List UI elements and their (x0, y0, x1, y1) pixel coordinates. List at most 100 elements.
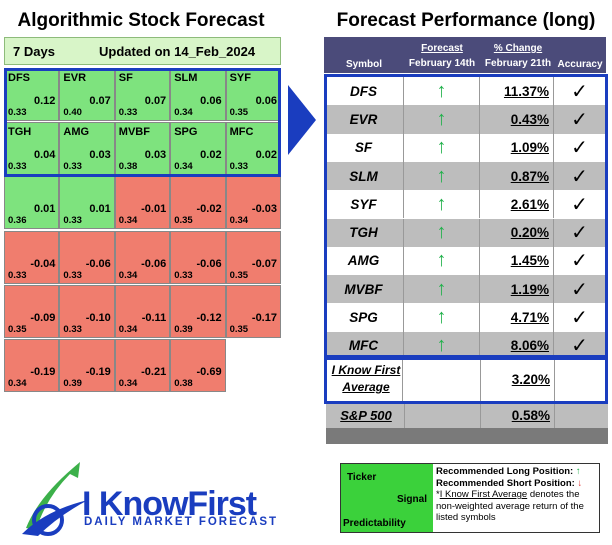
right-arrow-icon (288, 85, 316, 155)
row-change: 0.20% (480, 218, 554, 247)
cell-signal: 0.02 (255, 149, 277, 162)
left-title: Algorithmic Stock Forecast (17, 10, 265, 31)
row-symbol: EVR (324, 105, 404, 134)
row-symbol: SF (324, 133, 404, 162)
up-arrow-icon: ↑ (404, 303, 480, 332)
forecast-cell: -0.04 0.33 (4, 230, 60, 284)
cell-signal: -0.19 (85, 366, 111, 378)
forecast-cell: DFS 0.12 0.33 (4, 68, 60, 121)
legend-short: Recommended Short Position: ↓ (436, 477, 583, 489)
forecast-cell: MFC 0.02 0.33 (225, 122, 281, 176)
row-change: 0.87% (480, 161, 554, 191)
forecast-cell: -0.06 0.33 (170, 230, 226, 284)
cell-symbol: AMG (63, 126, 90, 139)
cell-predictability: 0.34 (118, 323, 138, 335)
average-change: 3.20% (511, 372, 550, 387)
up-arrow-icon: ↑ (404, 275, 480, 304)
forecast-cell: -0.09 0.35 (4, 284, 60, 338)
average-label: I Know First Average (330, 362, 402, 396)
cell-predictability: 0.33 (118, 107, 138, 118)
cell-signal: -0.03 (251, 203, 277, 216)
row-change: 1.19% (480, 275, 554, 304)
cell-signal: -0.01 (141, 203, 167, 216)
logo-tagline: DAILY MARKET FORECAST (84, 516, 279, 528)
performance-row: SPG ↑ 4.71% ✓ (324, 303, 606, 332)
cell-predictability: 0.33 (8, 161, 27, 173)
forecast-cell: -0.19 0.34 (4, 339, 60, 392)
row-symbol: AMG (324, 246, 404, 276)
cell-signal: 0.12 (33, 95, 56, 107)
performance-row: TGH ↑ 0.20% ✓ (324, 218, 606, 247)
cell-signal: 0.01 (33, 203, 56, 216)
legend-cell-key: Ticker Signal Predictability (341, 464, 433, 532)
cell-predictability: 0.34 (118, 269, 138, 281)
row-change: 0.43% (480, 105, 554, 134)
forecast-cell: -0.12 0.39 (170, 284, 226, 338)
up-arrow-icon: ↑ (404, 105, 480, 134)
forecast-cell: -0.07 0.35 (225, 230, 281, 284)
up-arrow-icon: ↑ (404, 218, 480, 247)
row-change: 4.71% (480, 303, 554, 332)
legend-long: Recommended Long Position: ↑ (436, 466, 581, 477)
cell-predictability: 0.34 (174, 161, 193, 173)
cell-signal: -0.06 (141, 257, 167, 270)
table-footer (326, 428, 608, 444)
cell-signal: 0.03 (89, 149, 111, 162)
cell-predictability: 0.39 (174, 323, 193, 335)
cell-predictability: 0.34 (229, 215, 249, 227)
forecast-cell: -0.03 0.34 (225, 176, 281, 230)
performance-header: Symbol Forecast February 14th % Change F… (324, 37, 606, 73)
forecast-cell: EVR 0.07 0.40 (59, 68, 115, 121)
forecast-cell: SYF 0.06 0.35 (225, 68, 281, 121)
cell-signal: -0.09 (30, 311, 56, 324)
cell-signal: -0.04 (30, 257, 56, 270)
forecast-cell: TGH 0.04 0.33 (4, 122, 60, 176)
cell-predictability: 0.35 (8, 323, 27, 335)
forecast-cell: -0.06 0.33 (59, 230, 115, 284)
cell-signal: 0.03 (144, 149, 167, 162)
cell-predictability: 0.39 (63, 378, 82, 389)
cell-predictability: 0.35 (174, 215, 193, 227)
forecast-cell: -0.02 0.35 (170, 176, 226, 230)
cell-symbol: SYF (229, 72, 251, 84)
row-symbol: DFS (324, 77, 404, 106)
cell-symbol: EVR (63, 72, 87, 84)
forecast-cell: -0.11 0.34 (114, 284, 171, 338)
cell-symbol: MVBF (118, 126, 150, 139)
cell-predictability: 0.33 (63, 269, 82, 281)
average-label-line1: I Know First (331, 363, 401, 377)
performance-row: AMG ↑ 1.45% ✓ (324, 246, 606, 276)
sp500-change: 0.58% (511, 408, 550, 423)
cell-predictability: 0.34 (118, 378, 138, 389)
cell-predictability: 0.33 (8, 107, 27, 118)
performance-row: SYF ↑ 2.61% ✓ (324, 190, 606, 219)
cell-signal: -0.10 (85, 311, 111, 324)
cell-signal: 0.07 (144, 95, 167, 107)
cell-symbol: MFC (229, 126, 254, 139)
forecast-cell: AMG 0.03 0.33 (59, 122, 115, 176)
cell-signal: 0.06 (255, 95, 277, 107)
row-change: 1.45% (480, 246, 554, 276)
cell-symbol: SLM (174, 72, 198, 84)
forecast-cell: -0.21 0.34 (114, 339, 171, 392)
forecast-header: 7 Days Updated on 14_Feb_2024 (4, 37, 281, 65)
cell-signal: -0.11 (141, 311, 167, 324)
performance-row: SF ↑ 1.09% ✓ (324, 133, 606, 162)
row-change: 1.09% (480, 133, 554, 162)
up-arrow-icon: ↑ (404, 161, 480, 191)
forecast-cell: -0.17 0.35 (225, 284, 281, 338)
cell-predictability: 0.40 (63, 107, 82, 118)
cell-signal: 0.01 (89, 203, 111, 216)
up-arrow-icon: ↑ (404, 331, 480, 360)
cell-predictability: 0.33 (63, 161, 82, 173)
cell-predictability: 0.36 (8, 215, 27, 227)
legend-signal: Signal (396, 494, 427, 505)
cell-predictability: 0.33 (63, 323, 82, 335)
cell-predictability: 0.34 (118, 215, 138, 227)
logo-swoosh-icon (22, 462, 88, 536)
forecast-cell: -0.10 0.33 (59, 284, 115, 338)
cell-symbol: DFS (8, 72, 30, 84)
cell-predictability: 0.38 (118, 161, 138, 173)
cell-predictability: 0.35 (229, 323, 249, 335)
cell-signal: -0.19 (30, 366, 56, 378)
